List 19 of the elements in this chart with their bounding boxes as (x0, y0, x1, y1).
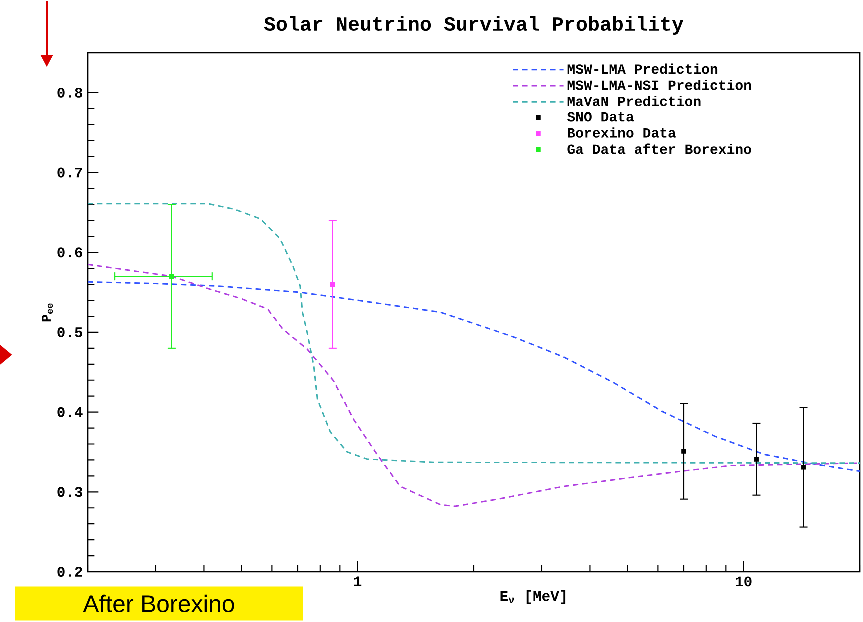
y-tick-label: 0.3 (58, 487, 83, 498)
chart-title: Solar Neutrino Survival Probability (264, 16, 684, 35)
text: E$_{ν}$ [MeV] (500, 590, 566, 604)
legend-label: MaVaN Prediction (568, 96, 701, 106)
legend-label: SNO Data (567, 112, 634, 122)
legend-label: Borexino Data (568, 128, 676, 138)
x-tick-label: 10 (736, 576, 752, 587)
y-tick-label: 0.2 (58, 567, 82, 577)
y-tick-label: 0.5 (58, 327, 83, 338)
text: After Borexino (83, 594, 234, 613)
legend-label: MSW-LMA-NSI Prediction (568, 80, 752, 90)
legend-label: MSW-LMA Prediction (568, 64, 718, 74)
x-tick-label: 1 (354, 576, 362, 586)
y-tick-label: 0.7 (58, 168, 82, 178)
y-axis-title: P$_{ee}$ (42, 304, 54, 322)
y-tick-label: 0.8 (58, 88, 82, 98)
y-tick-label: 0.4 (58, 407, 83, 418)
legend-label: Ga Data after Borexino (568, 144, 752, 154)
y-tick-label: 0.6 (58, 248, 82, 258)
